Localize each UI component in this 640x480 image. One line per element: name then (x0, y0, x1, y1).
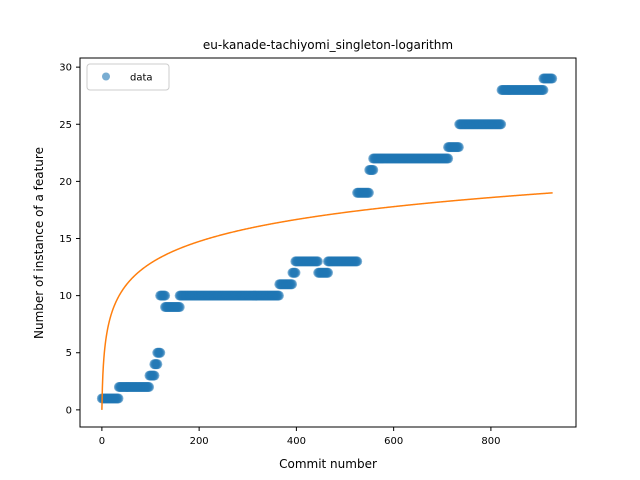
x-tick-label: 600 (384, 436, 403, 447)
data-point (155, 347, 166, 358)
data-point (547, 73, 558, 84)
fit-line (101, 192, 553, 410)
x-axis-title: Commit number (279, 457, 377, 471)
data-point (273, 290, 284, 301)
data-point (368, 164, 379, 175)
data-point (363, 187, 374, 198)
data-point (453, 142, 464, 153)
x-tick-label: 200 (190, 436, 209, 447)
data-point (496, 119, 507, 130)
data-point (443, 153, 454, 164)
legend: data (86, 63, 170, 91)
legend-box (86, 63, 170, 91)
y-axis: 0 5 10 15 20 25 30 (59, 63, 80, 416)
x-tick-label: 0 (99, 436, 105, 447)
x-tick-label: 800 (481, 436, 500, 447)
legend-label: data (130, 73, 153, 84)
data-point (323, 267, 333, 278)
data-points (96, 73, 558, 404)
y-tick-label: 5 (66, 348, 72, 359)
data-point (174, 302, 185, 313)
data-point (287, 279, 298, 290)
chart-title: eu-kanade-tachiyomi_singleton-logarithm (203, 38, 453, 52)
data-point (538, 84, 549, 95)
y-tick-label: 0 (66, 405, 72, 416)
y-tick-label: 20 (59, 177, 72, 188)
data-point (352, 256, 363, 267)
plot-frame (79, 57, 577, 428)
data-point (144, 382, 155, 393)
data-point (113, 393, 124, 404)
y-tick-label: 25 (59, 120, 72, 131)
data-point (160, 290, 171, 301)
plot-area (79, 57, 577, 428)
y-tick-label: 15 (59, 234, 72, 245)
y-tick-label: 10 (59, 291, 72, 302)
data-point (149, 370, 160, 381)
legend-marker (102, 72, 110, 81)
data-point (312, 256, 323, 267)
x-axis: 0 200 400 600 800 (99, 427, 500, 447)
y-axis-title: Number of instance of a feature (32, 147, 46, 339)
y-tick-label: 30 (59, 63, 72, 74)
data-point (152, 359, 163, 370)
x-tick-label: 400 (287, 436, 306, 447)
data-point (290, 267, 301, 278)
